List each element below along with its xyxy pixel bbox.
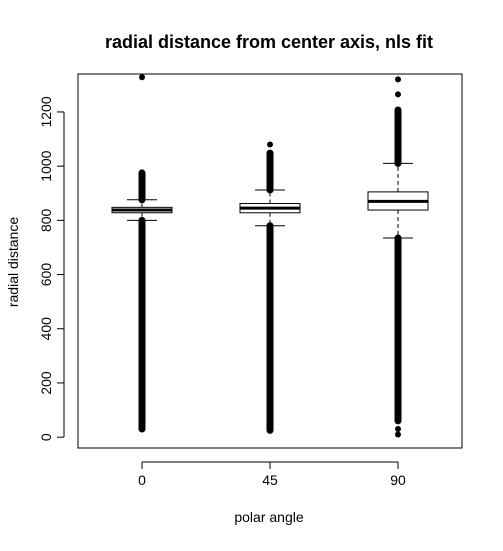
x-axis: 0 45 90: [138, 461, 406, 488]
x-tick-label: 45: [262, 472, 278, 488]
x-tick-label: 0: [138, 472, 146, 488]
x-tick-label: 90: [390, 472, 406, 488]
box-45: [239, 141, 301, 434]
y-tick-label: 1200: [38, 96, 54, 127]
outlier-point: [267, 141, 273, 148]
box-group: [111, 74, 429, 438]
outlier-point: [395, 426, 401, 433]
chart-title: radial distance from center axis, nls fi…: [105, 32, 433, 52]
y-tick-label: 600: [38, 263, 54, 287]
y-tick-label: 400: [38, 317, 54, 341]
y-tick-label: 800: [38, 208, 54, 232]
outlier-point: [395, 91, 401, 98]
box-0: [111, 74, 173, 433]
y-axis: 0 200 400 600 800 1000 1200: [38, 96, 65, 441]
outlier-point: [395, 431, 401, 438]
y-tick-label: 1000: [38, 150, 54, 181]
y-axis-label: radial distance: [5, 217, 21, 307]
y-tick-label: 200: [38, 371, 54, 395]
y-tick-label: 0: [38, 433, 54, 441]
plot-frame: [77, 73, 463, 449]
box-90: [367, 76, 429, 438]
outlier-point: [395, 76, 401, 83]
outlier-point: [139, 74, 145, 81]
x-axis-label: polar angle: [234, 509, 303, 525]
